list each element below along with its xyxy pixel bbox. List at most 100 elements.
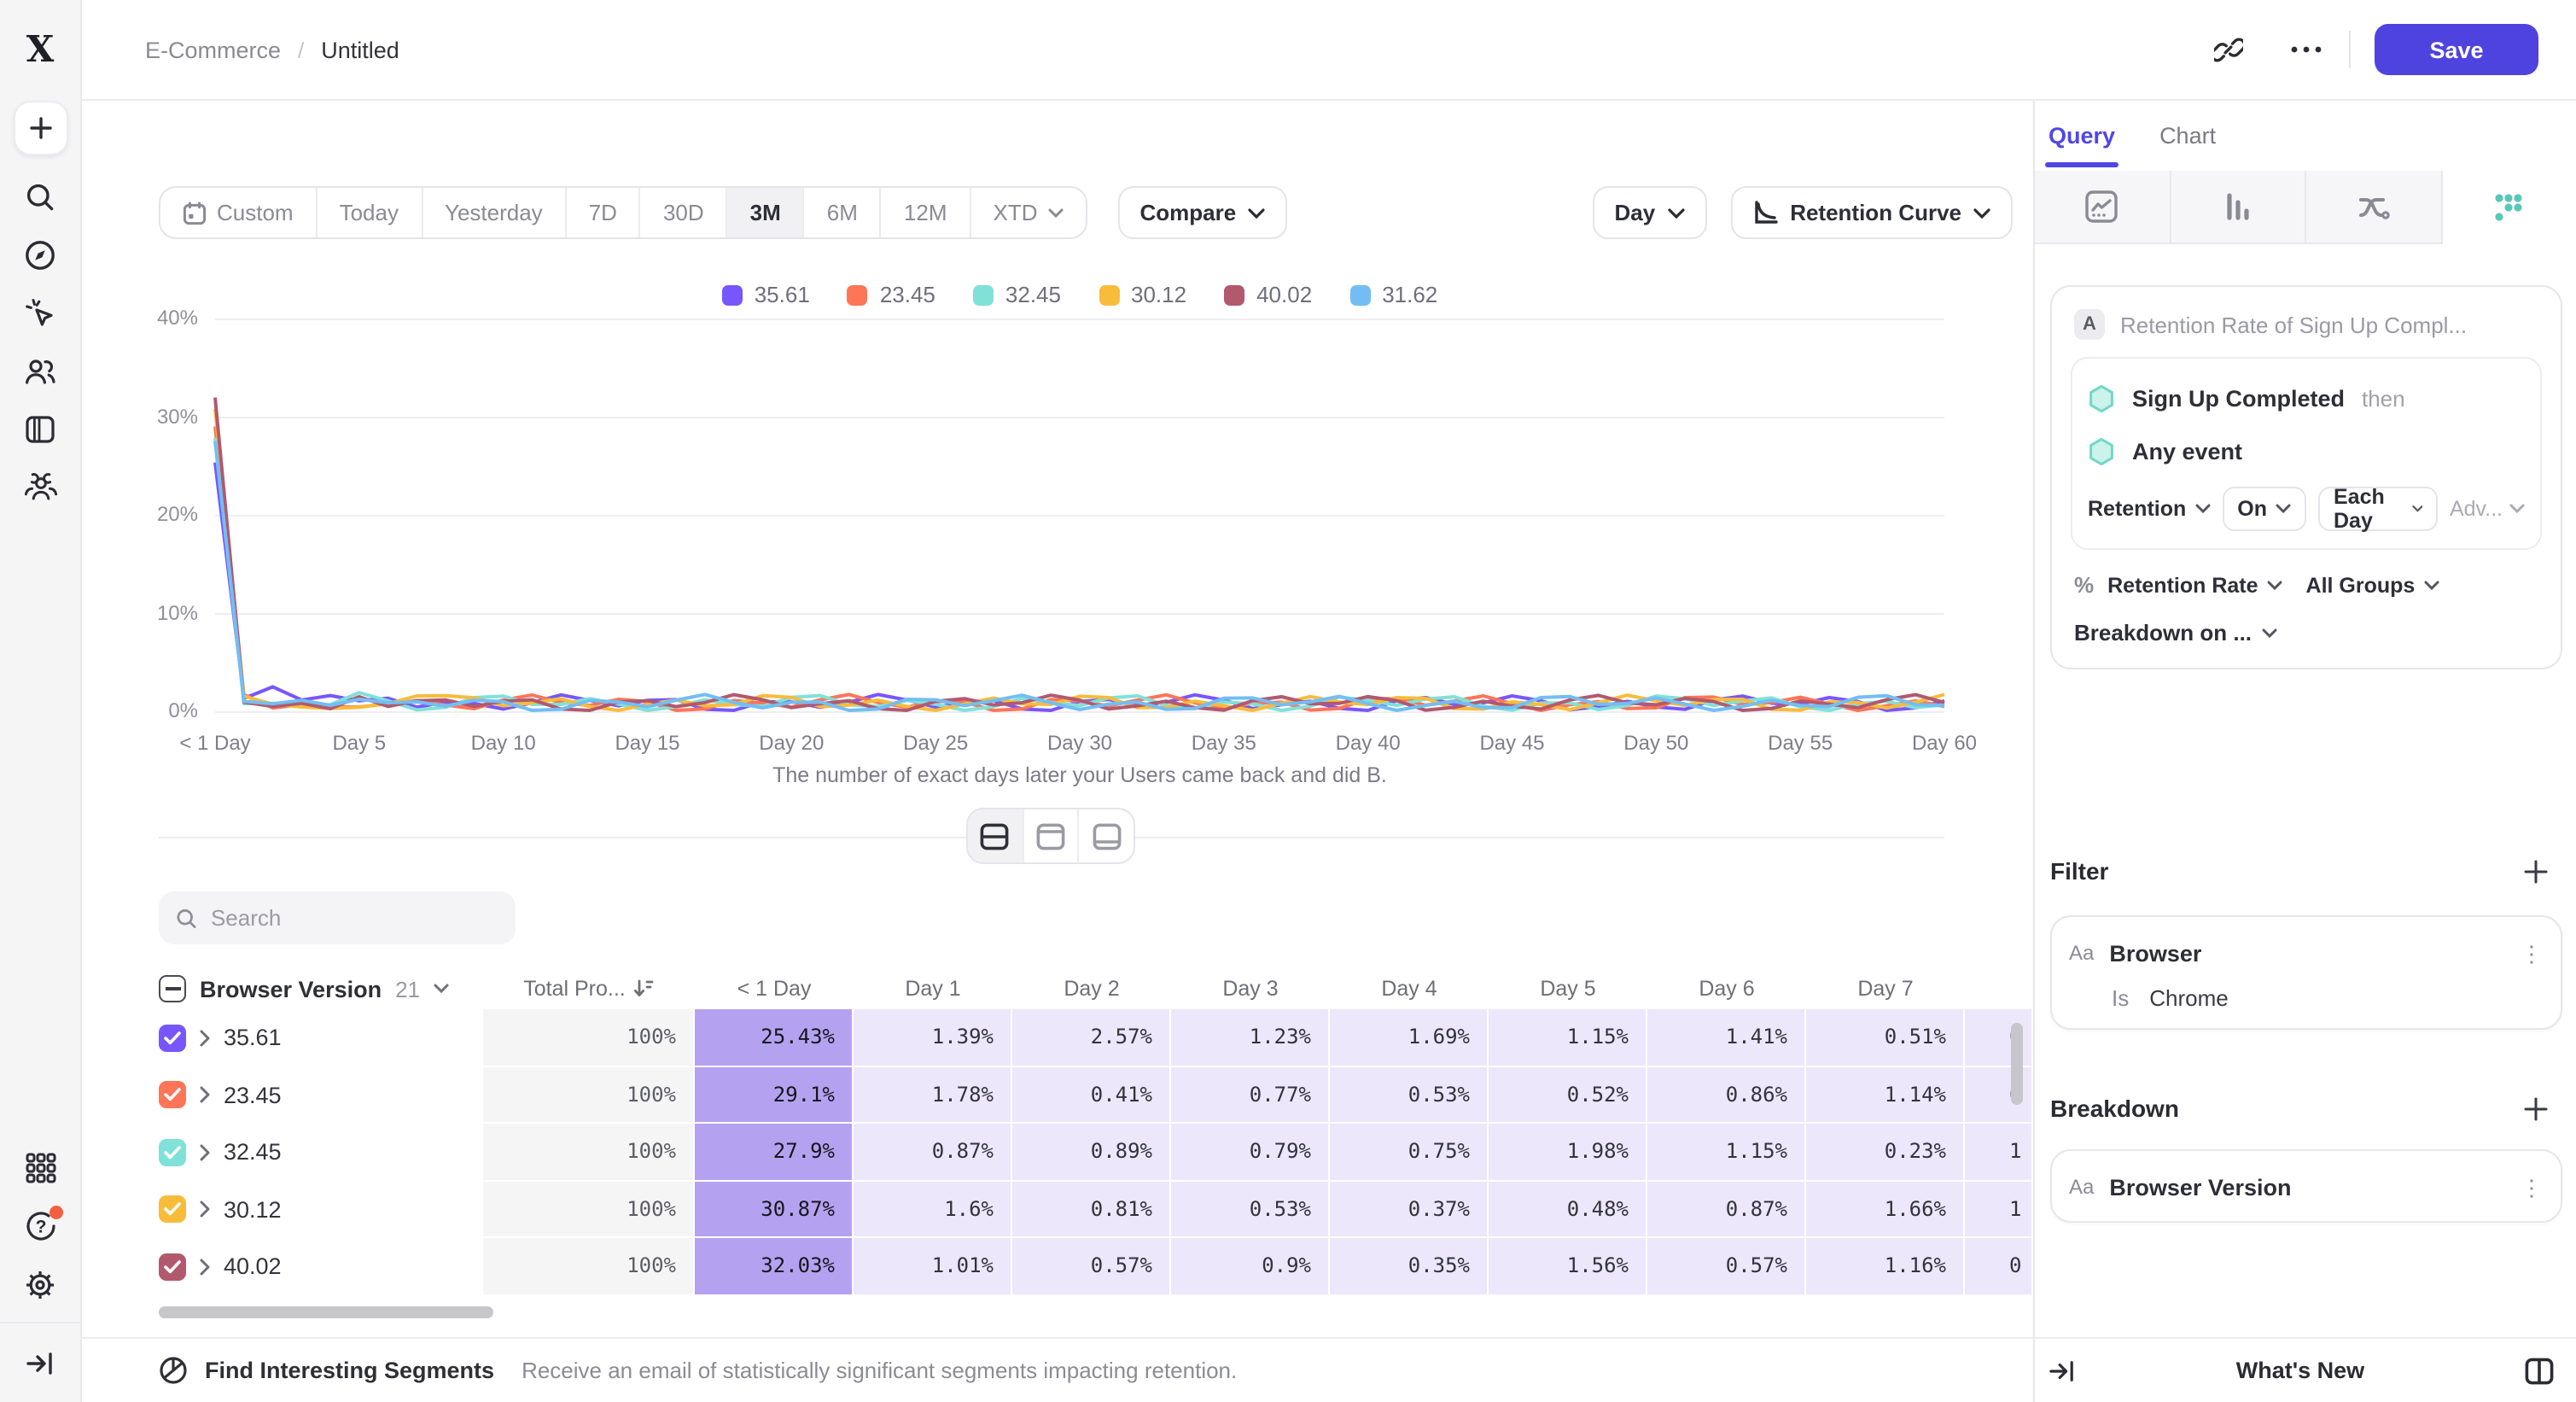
retention-cell[interactable]: 0.81%	[1012, 1181, 1171, 1238]
retention-cell[interactable]: 1.16%	[1806, 1238, 1965, 1295]
sidebar-item-discover[interactable]	[23, 237, 57, 272]
vertical-scrollbar[interactable]	[2011, 1023, 2023, 1105]
retention-cell[interactable]: 0.77%	[1171, 1066, 1330, 1124]
total-column-header[interactable]: Total Pro...	[483, 968, 695, 1009]
retention-type-dropdown[interactable]: Retention	[2088, 497, 2210, 521]
retention-cell[interactable]: 1.15%	[1647, 1124, 1806, 1181]
retention-cell[interactable]: 1.78%	[854, 1066, 1012, 1124]
retention-cell[interactable]: 1.66%	[1806, 1181, 1965, 1238]
retention-cell[interactable]: 1.6%	[854, 1181, 1012, 1238]
sidebar-item-settings[interactable]	[23, 1267, 57, 1301]
retention-cell[interactable]: 29.1%	[695, 1066, 854, 1124]
sidebar-item-search[interactable]	[23, 179, 57, 213]
layout-table-only-button[interactable]	[1080, 809, 1134, 862]
report-type-flows-tab[interactable]	[2306, 171, 2442, 244]
filter-operator[interactable]: Is	[2112, 985, 2130, 1011]
retention-cell[interactable]: 0.48%	[1489, 1181, 1647, 1238]
retention-cell[interactable]: 1.23%	[1171, 1009, 1330, 1066]
retention-cell[interactable]: 1.69%	[1330, 1009, 1489, 1066]
retention-cell[interactable]: 1.41%	[1647, 1009, 1806, 1066]
date-range-3m[interactable]: 3M	[727, 188, 805, 237]
date-range-12m[interactable]: 12M	[882, 188, 971, 237]
retention-cell[interactable]: 1.98%	[1489, 1124, 1647, 1181]
legend-item[interactable]: 30.12	[1099, 282, 1186, 307]
retention-cell[interactable]: 27.9%	[695, 1124, 854, 1181]
collapse-panel-icon[interactable]	[2049, 1358, 2076, 1382]
retention-cell[interactable]: 30.87%	[695, 1181, 854, 1238]
sidebar-item-boards[interactable]	[23, 412, 57, 446]
retention-cell[interactable]: 0.53%	[1330, 1066, 1489, 1124]
retention-cell[interactable]: 32.03%	[695, 1238, 854, 1295]
retention-cell[interactable]: 1.01%	[854, 1238, 1012, 1295]
copy-link-button[interactable]	[2202, 24, 2253, 75]
retention-cell[interactable]: 1.56%	[1489, 1238, 1647, 1295]
retention-on-dropdown[interactable]: On	[2222, 487, 2306, 531]
breakdown-on-dropdown[interactable]: Breakdown on ...	[2074, 620, 2538, 646]
series-line-31.62[interactable]	[213, 441, 1945, 712]
retention-cell[interactable]: 0.86%	[1647, 1066, 1806, 1124]
legend-item[interactable]: 35.61	[721, 282, 810, 307]
retention-cell[interactable]: 0.75%	[1330, 1124, 1489, 1181]
compare-button[interactable]: Compare	[1117, 186, 1288, 239]
create-new-button[interactable]	[13, 101, 67, 155]
retention-interval-dropdown[interactable]: Each Day	[2318, 485, 2438, 533]
select-all-checkbox[interactable]	[159, 975, 186, 1002]
retention-cell[interactable]: 0.57%	[1012, 1238, 1171, 1295]
horizontal-scrollbar[interactable]	[159, 1306, 493, 1318]
chevron-right-icon[interactable]	[200, 1030, 210, 1047]
day-column-header[interactable]: Day 2	[1064, 977, 1120, 1001]
chevron-right-icon[interactable]	[200, 1087, 210, 1104]
breakdown-card[interactable]: Aa Browser Version ⋮	[2050, 1149, 2562, 1223]
layout-chart-only-button[interactable]	[1023, 809, 1080, 862]
retention-cell[interactable]: 0.87%	[1647, 1181, 1806, 1238]
breadcrumb-report-title[interactable]: Untitled	[321, 37, 399, 62]
more-options-button[interactable]	[2281, 24, 2332, 75]
day-column-header[interactable]: Day 3	[1222, 977, 1279, 1001]
filter-value[interactable]: Chrome	[2149, 985, 2229, 1011]
date-range-today[interactable]: Today	[318, 188, 423, 237]
legend-item[interactable]: 31.62	[1349, 282, 1437, 307]
series-line-40.02[interactable]	[213, 397, 1945, 712]
date-range-yesterday[interactable]: Yesterday	[423, 188, 567, 237]
series-line-35.61[interactable]	[213, 462, 1945, 712]
chevron-right-icon[interactable]	[200, 1201, 210, 1218]
retention-cell[interactable]: 0.9%	[1171, 1238, 1330, 1295]
retention-cell[interactable]: 0.89%	[1012, 1124, 1171, 1181]
retention-cell[interactable]: 0.53%	[1171, 1181, 1330, 1238]
chevron-down-icon[interactable]	[434, 984, 449, 994]
tab-chart[interactable]: Chart	[2159, 123, 2217, 149]
retention-cell[interactable]: 25.43%	[695, 1009, 854, 1066]
retention-cell[interactable]: 0.35%	[1330, 1238, 1489, 1295]
day-column-header[interactable]: Day 1	[905, 977, 961, 1001]
retention-cell[interactable]: 1.14%	[1806, 1066, 1965, 1124]
first-event-row[interactable]: Sign Up Completed then	[2088, 376, 2525, 420]
date-range-custom[interactable]: Custom	[160, 188, 318, 237]
layout-split-button[interactable]	[968, 809, 1024, 862]
retention-cell[interactable]: 0.23%	[1806, 1124, 1965, 1181]
retention-cell[interactable]: 2.57%	[1012, 1009, 1171, 1066]
retention-cell[interactable]: 0.87%	[854, 1124, 1012, 1181]
day-column-header[interactable]: < 1 Day	[737, 977, 812, 1001]
series-line-30.12[interactable]	[213, 408, 1945, 712]
find-segments-link[interactable]: Find Interesting Segments	[205, 1358, 495, 1383]
retention-cell[interactable]: 0.51%	[1806, 1009, 1965, 1066]
day-column-header[interactable]: Day 4	[1381, 977, 1437, 1001]
day-column-header[interactable]: Day 7	[1857, 977, 1914, 1001]
filter-property-name[interactable]: Browser	[2109, 940, 2202, 966]
row-checkbox[interactable]	[159, 1195, 186, 1224]
report-type-funnels-tab[interactable]	[2171, 171, 2306, 244]
measure-dropdown[interactable]: Retention Rate	[2107, 573, 2282, 597]
day-column-header[interactable]: Day 5	[1540, 977, 1596, 1001]
report-type-insights-tab[interactable]	[2035, 171, 2171, 244]
legend-item[interactable]: 32.45	[972, 282, 1061, 307]
side-panel-icon[interactable]	[2525, 1357, 2554, 1384]
breakdown-options-kebab[interactable]: ⋮	[2521, 1174, 2543, 1200]
chevron-right-icon[interactable]	[200, 1259, 210, 1276]
whats-new-link[interactable]: What's New	[2235, 1358, 2365, 1383]
retention-line-chart[interactable]	[213, 318, 1945, 713]
chevron-right-icon[interactable]	[200, 1144, 210, 1161]
sidebar-item-users[interactable]	[23, 353, 57, 388]
retention-cell[interactable]: 0.52%	[1489, 1066, 1647, 1124]
legend-item[interactable]: 23.45	[847, 282, 935, 307]
add-breakdown-button[interactable]	[2518, 1091, 2552, 1125]
